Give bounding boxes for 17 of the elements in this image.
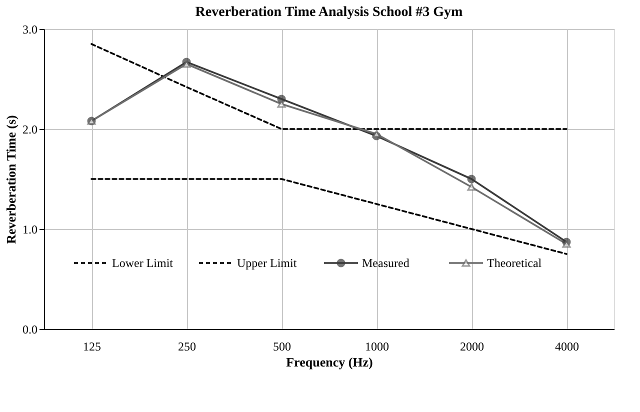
x-tick-label: 1000 [365,340,389,354]
y-tick-label: 3.0 [22,22,38,36]
x-axis-title: Frequency (Hz) [286,354,373,370]
x-tick-label: 250 [178,340,196,354]
x-tick-label: 500 [273,340,291,354]
legend-label: Upper Limit [237,256,298,270]
x-tick-label: 4000 [555,340,579,354]
y-tick-label: 2.0 [22,122,38,136]
legend-label: Measured [362,256,410,270]
y-tick-label: 0.0 [22,322,38,336]
x-tick-label: 125 [83,340,101,354]
x-tick-label: 2000 [460,340,484,354]
legend-label: Theoretical [487,256,542,270]
legend-label: Lower Limit [112,256,174,270]
chart-title: Reverberation Time Analysis School #3 Gym [195,5,464,20]
y-tick-label: 1.0 [22,222,38,236]
y-axis-title: Reverberation Time (s) [4,115,18,244]
